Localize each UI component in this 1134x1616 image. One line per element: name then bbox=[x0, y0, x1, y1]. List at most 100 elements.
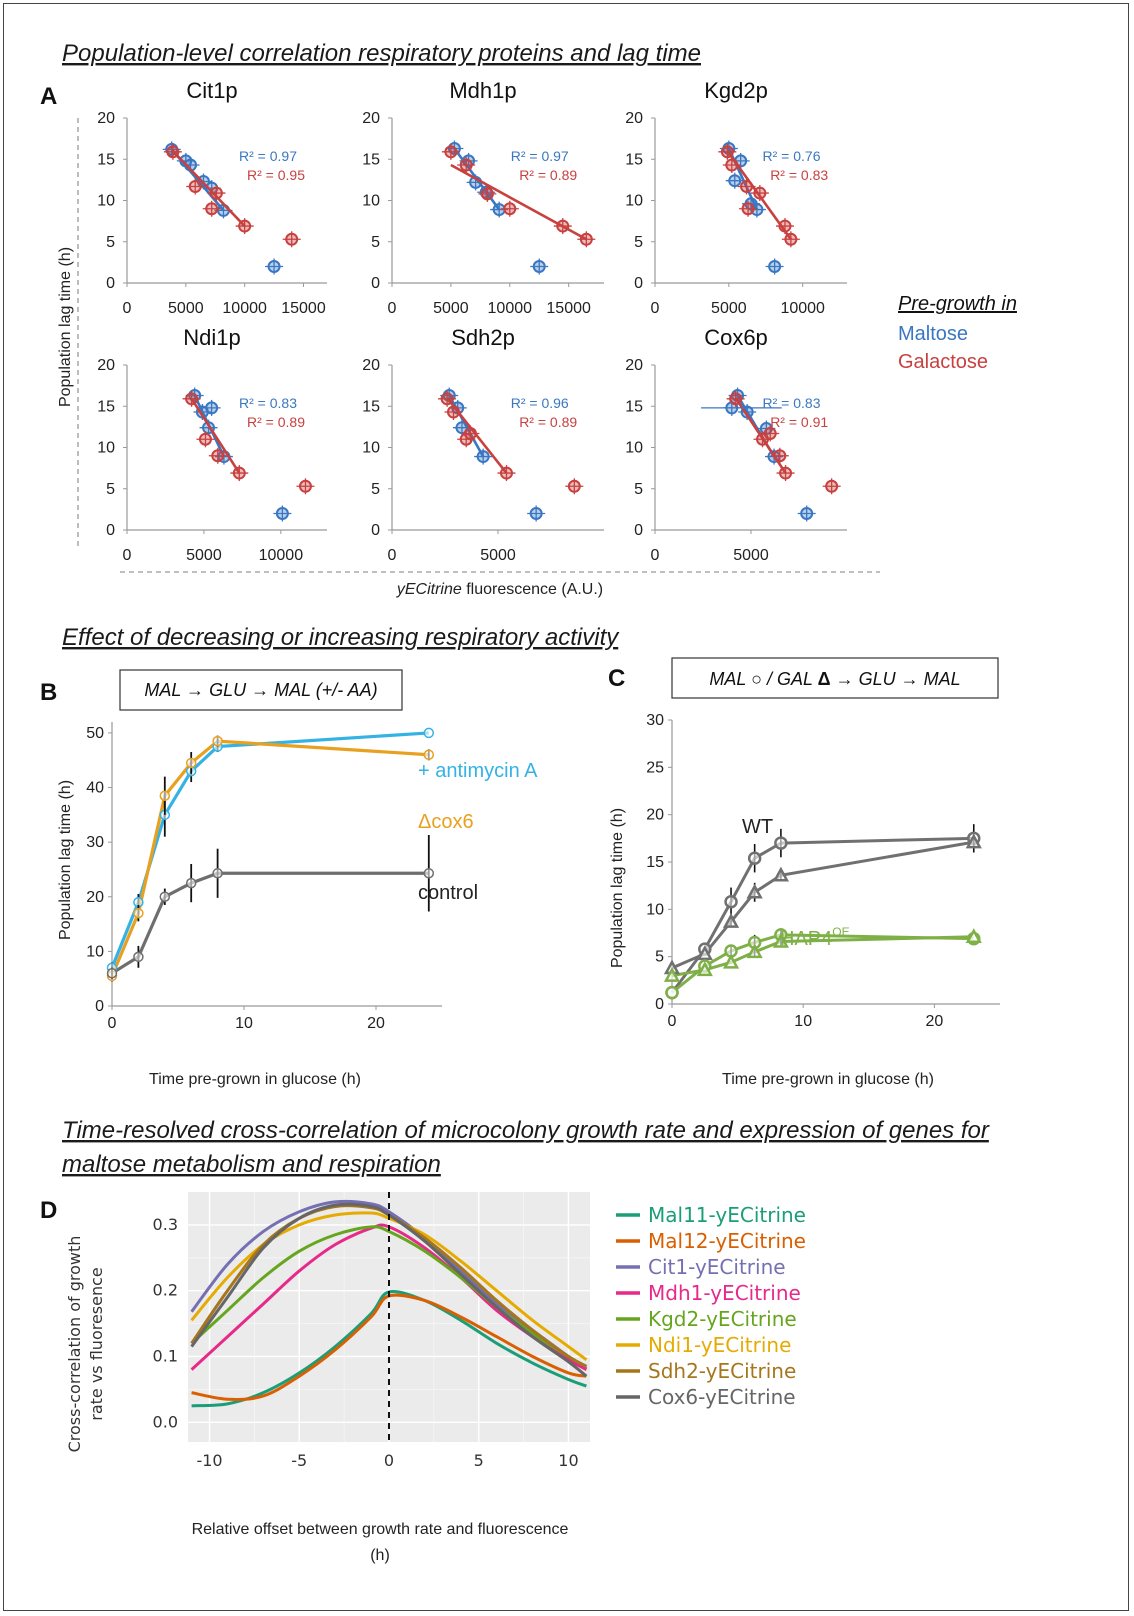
x-tick-label: 5000 bbox=[711, 300, 747, 317]
legend-label: Mal12-yECitrine bbox=[648, 1229, 806, 1253]
y-tick-label: 10 bbox=[97, 440, 115, 457]
panel-b-xlabel: Time pre-grown in glucose (h) bbox=[149, 1071, 361, 1088]
figure-frame bbox=[3, 3, 1129, 1611]
data-point-triangle bbox=[746, 943, 763, 959]
panel-b-label-antimycin: + antimycin A bbox=[418, 760, 538, 782]
x-tick-label: 0 bbox=[388, 547, 397, 564]
x-tick-label: 10 bbox=[558, 1451, 578, 1470]
panel-c-condition-box bbox=[671, 657, 999, 699]
y-tick-label: 0 bbox=[106, 522, 115, 539]
r2-label-maltose: R² = 0.76 bbox=[763, 148, 821, 164]
y-tick-label: 40 bbox=[86, 780, 104, 797]
fit-line-galactose bbox=[171, 150, 246, 227]
y-tick-label: 15 bbox=[646, 854, 664, 871]
r2-label-galactose: R² = 0.91 bbox=[770, 414, 828, 430]
y-tick-label: 10 bbox=[625, 193, 643, 210]
r2-label-galactose: R² = 0.89 bbox=[247, 414, 305, 430]
x-tick-label: 10 bbox=[235, 1015, 253, 1032]
panel-letter-d: D bbox=[40, 1197, 57, 1224]
data-point-triangle bbox=[746, 883, 763, 899]
r2-label-maltose: R² = 0.83 bbox=[763, 395, 821, 411]
panel-c-xlabel: Time pre-grown in glucose (h) bbox=[722, 1071, 934, 1088]
y-tick-label: 15 bbox=[625, 151, 643, 168]
x-tick-label: 10000 bbox=[259, 547, 304, 564]
panel-d-legend: Mal11-yECitrineMal12-yECitrineCit1-yECit… bbox=[616, 1203, 806, 1409]
data-point-galactose bbox=[567, 479, 581, 493]
y-tick-label: 20 bbox=[362, 357, 380, 374]
panel-d-ylabel-line2: rate vs fluoresence bbox=[87, 1267, 106, 1421]
y-tick-label: 0 bbox=[655, 996, 664, 1013]
data-point-galactose bbox=[773, 449, 787, 463]
cit-subplot-1: Cit1p 0 5 10 15 20 0 5000 10000 15000 R² = 0.97 R² … bbox=[97, 78, 327, 317]
x-tick-label: 5000 bbox=[186, 547, 222, 564]
data-point-maltose bbox=[267, 260, 281, 273]
legend-label: Mal11-yECitrine bbox=[648, 1203, 806, 1227]
data-point-maltose bbox=[529, 507, 543, 520]
y-tick-label: 20 bbox=[97, 357, 115, 374]
data-point-galactose bbox=[205, 202, 219, 216]
data-point-galactose bbox=[480, 187, 494, 201]
data-point-galactose bbox=[503, 202, 517, 216]
section-title-b: Effect of decreasing or increasing respi… bbox=[62, 624, 620, 651]
panel-letter-a: A bbox=[40, 83, 57, 110]
data-point bbox=[212, 735, 223, 747]
legend-galactose: Galactose bbox=[898, 351, 988, 373]
data-point-galactose bbox=[446, 405, 460, 419]
panel-c-ylabel: Population lag time (h) bbox=[609, 808, 626, 968]
y-tick-label: 5 bbox=[634, 234, 643, 251]
legend-label: Sdh2-yECitrine bbox=[648, 1359, 796, 1383]
panel-d-xlabel-line2: (h) bbox=[370, 1547, 390, 1564]
series-line-0 bbox=[670, 836, 974, 994]
y-tick-label: 10 bbox=[362, 193, 380, 210]
y-tick-label: 30 bbox=[646, 712, 664, 729]
y-tick-label: 10 bbox=[625, 440, 643, 457]
y-tick-label: 5 bbox=[371, 481, 380, 498]
x-tick-label: 0 bbox=[668, 1013, 677, 1030]
data-point-galactose bbox=[778, 219, 792, 233]
r2-label-maltose: R² = 0.97 bbox=[239, 148, 297, 164]
x-tick-label: 5000 bbox=[433, 300, 469, 317]
x-tick-label: 0 bbox=[384, 1451, 394, 1470]
y-tick-label: 10 bbox=[86, 943, 104, 960]
data-point-galactose bbox=[232, 466, 246, 480]
series-line-0 bbox=[110, 731, 429, 969]
x-tick-label: 0 bbox=[651, 300, 660, 317]
data-point-triangle bbox=[965, 928, 982, 944]
y-tick-label: 25 bbox=[646, 759, 664, 776]
r2-label-galactose: R² = 0.83 bbox=[770, 167, 828, 183]
data-point-galactose bbox=[188, 179, 202, 193]
legend-title: Pre-growth in bbox=[898, 293, 1017, 315]
subplot-title: Kgd2p bbox=[704, 78, 768, 103]
data-point-galactose bbox=[779, 466, 793, 480]
data-point-galactose bbox=[729, 392, 743, 406]
panel-b-label-control: control bbox=[418, 882, 478, 904]
y-tick-label: 15 bbox=[362, 398, 380, 415]
panel-c: 0 5 10 15 20 25 30 0 10 20 bbox=[646, 712, 1000, 1030]
data-point-triangle bbox=[663, 966, 681, 982]
data-point-galactose bbox=[499, 466, 513, 480]
y-tick-label: 10 bbox=[97, 193, 115, 210]
data-point-maltose bbox=[275, 507, 289, 520]
y-tick-label: 20 bbox=[625, 110, 643, 127]
panel-c-condition-text: MAL ○ / GAL Δ → GLU → MAL bbox=[709, 669, 960, 689]
panel-d: 0.0 0.1 0.2 0.3 -10 -5 0 5 10 bbox=[153, 1192, 590, 1470]
y-tick-label: 5 bbox=[634, 481, 643, 498]
data-point-galactose bbox=[720, 145, 734, 159]
data-point-triangle bbox=[722, 953, 740, 969]
data-point-galactose bbox=[784, 232, 798, 246]
data-point-triangle bbox=[696, 961, 713, 977]
data-point-circle bbox=[774, 836, 788, 850]
curve-kgd2-yecitrine bbox=[190, 1225, 588, 1368]
data-point-galactose bbox=[763, 426, 777, 440]
data-point bbox=[133, 951, 144, 963]
data-point-maltose bbox=[532, 260, 546, 273]
panel-letter-b: B bbox=[40, 679, 57, 706]
data-point bbox=[159, 790, 171, 801]
panel-c-label-wt: WT bbox=[742, 816, 773, 838]
fit-line-galactose bbox=[450, 163, 587, 241]
data-point-galactose bbox=[166, 145, 180, 159]
x-tick-label: 0 bbox=[108, 1015, 117, 1032]
series-line-3 bbox=[671, 935, 974, 978]
